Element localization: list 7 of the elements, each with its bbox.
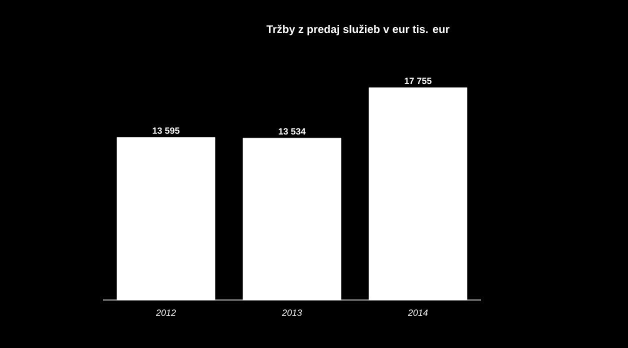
- x-tick-label: 2014: [408, 310, 428, 316]
- chart-title: Tržby z predaj služieb v eur tis. eur: [266, 24, 450, 36]
- x-tick-label: 2012: [156, 310, 176, 316]
- data-label: 13 534: [278, 128, 306, 135]
- data-label: 17 755: [404, 78, 432, 84]
- x-tick-label: 2013: [282, 310, 302, 316]
- data-label: 13 595: [152, 127, 180, 134]
